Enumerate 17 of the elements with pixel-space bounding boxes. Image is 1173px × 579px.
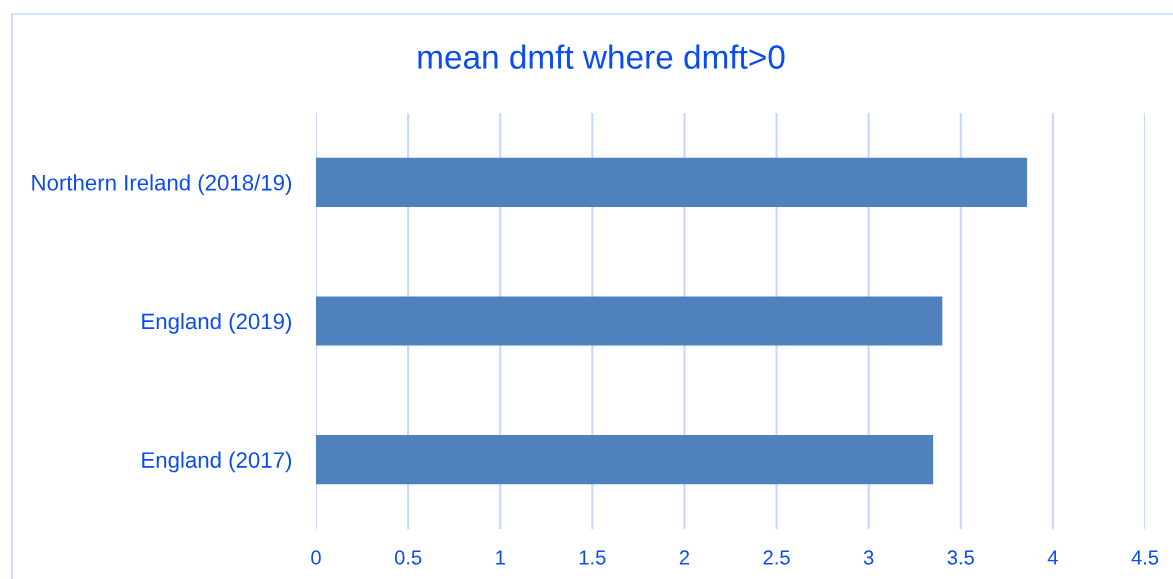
y-tick-label: England (2017) <box>142 451 292 473</box>
bar <box>316 157 1028 207</box>
x-tick-label: 1 <box>496 550 505 565</box>
x-tick-label: 2.5 <box>763 550 790 565</box>
y-tick-label: Northern Ireland (2018/19) <box>32 174 292 195</box>
x-tick-label: 3.5 <box>947 550 974 565</box>
x-tick-label: 4 <box>1047 550 1058 565</box>
x-tick-label: 3 <box>863 550 874 565</box>
x-tick-label: 4.5 <box>1131 550 1159 565</box>
x-tick-label: 0 <box>311 550 321 565</box>
bar <box>316 296 943 346</box>
y-tick-label: England (2019) <box>142 312 292 334</box>
bar <box>316 435 934 485</box>
x-tick-label: 0.5 <box>394 550 422 565</box>
chart-title: mean dmft where dmft>0 <box>418 44 785 69</box>
x-tick-label: 2 <box>679 550 690 565</box>
x-tick-label: 1.5 <box>579 550 606 565</box>
